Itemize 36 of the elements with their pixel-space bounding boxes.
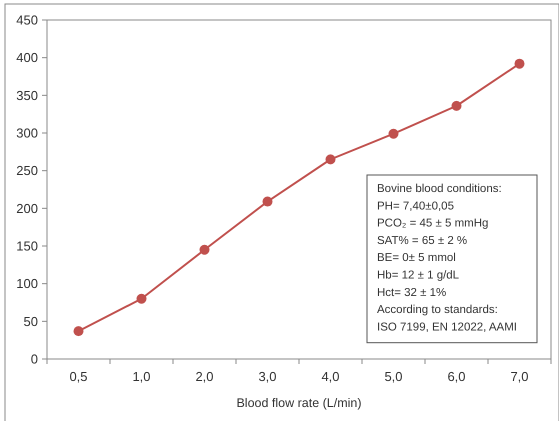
point bbox=[388, 128, 398, 139]
x-axis-title: Blood flow rate (L/min) bbox=[236, 396, 362, 410]
annotation: Hb= 12 ± 1 g/dL bbox=[377, 270, 460, 282]
annotation: PCO₂ = 45 ± 5 mmHg bbox=[377, 218, 488, 230]
y-tick-label: 50 bbox=[24, 314, 38, 329]
y-tick-label: 150 bbox=[16, 238, 38, 254]
point bbox=[514, 58, 524, 69]
x-tick-label: 7,0 bbox=[510, 369, 529, 384]
y-tick-label: 450 bbox=[16, 12, 38, 28]
x-tick-label: 2,0 bbox=[195, 369, 214, 384]
annotation: ISO 7199, EN 12022, AAMI bbox=[377, 321, 517, 334]
point bbox=[74, 326, 84, 336]
annotation: Bovine blood conditions: bbox=[377, 183, 502, 195]
x-tick-label: 0,5 bbox=[69, 369, 88, 384]
x-tick-label: 4,0 bbox=[321, 369, 340, 384]
annotation: SAT% = 65 ± 2 % bbox=[377, 234, 468, 247]
point bbox=[452, 100, 462, 111]
y-tick-label: 0 bbox=[30, 352, 38, 367]
x-tick-label: 1,0 bbox=[132, 369, 151, 384]
x-tick-label: 6,0 bbox=[447, 369, 466, 384]
y-tick-label: 100 bbox=[16, 276, 38, 292]
x-tick-label: 5,0 bbox=[384, 369, 403, 384]
point bbox=[326, 154, 336, 164]
y-tick-label: 250 bbox=[16, 163, 38, 178]
annotation: According to standards: bbox=[377, 304, 498, 316]
y-tick-label: 300 bbox=[16, 126, 38, 141]
y-tick-label: 350 bbox=[16, 88, 38, 103]
annotation: BE= 0± 5 mmol bbox=[377, 252, 456, 264]
annotation: PH= 7,40±0,05 bbox=[377, 200, 454, 212]
x-tick-label: 3,0 bbox=[258, 369, 277, 384]
annotation: Hct= 32 ± 1% bbox=[377, 286, 446, 299]
point bbox=[136, 294, 146, 304]
y-tick-label: 400 bbox=[16, 50, 38, 66]
point bbox=[200, 244, 210, 255]
y-tick-label: 200 bbox=[16, 200, 38, 216]
point bbox=[262, 196, 272, 207]
